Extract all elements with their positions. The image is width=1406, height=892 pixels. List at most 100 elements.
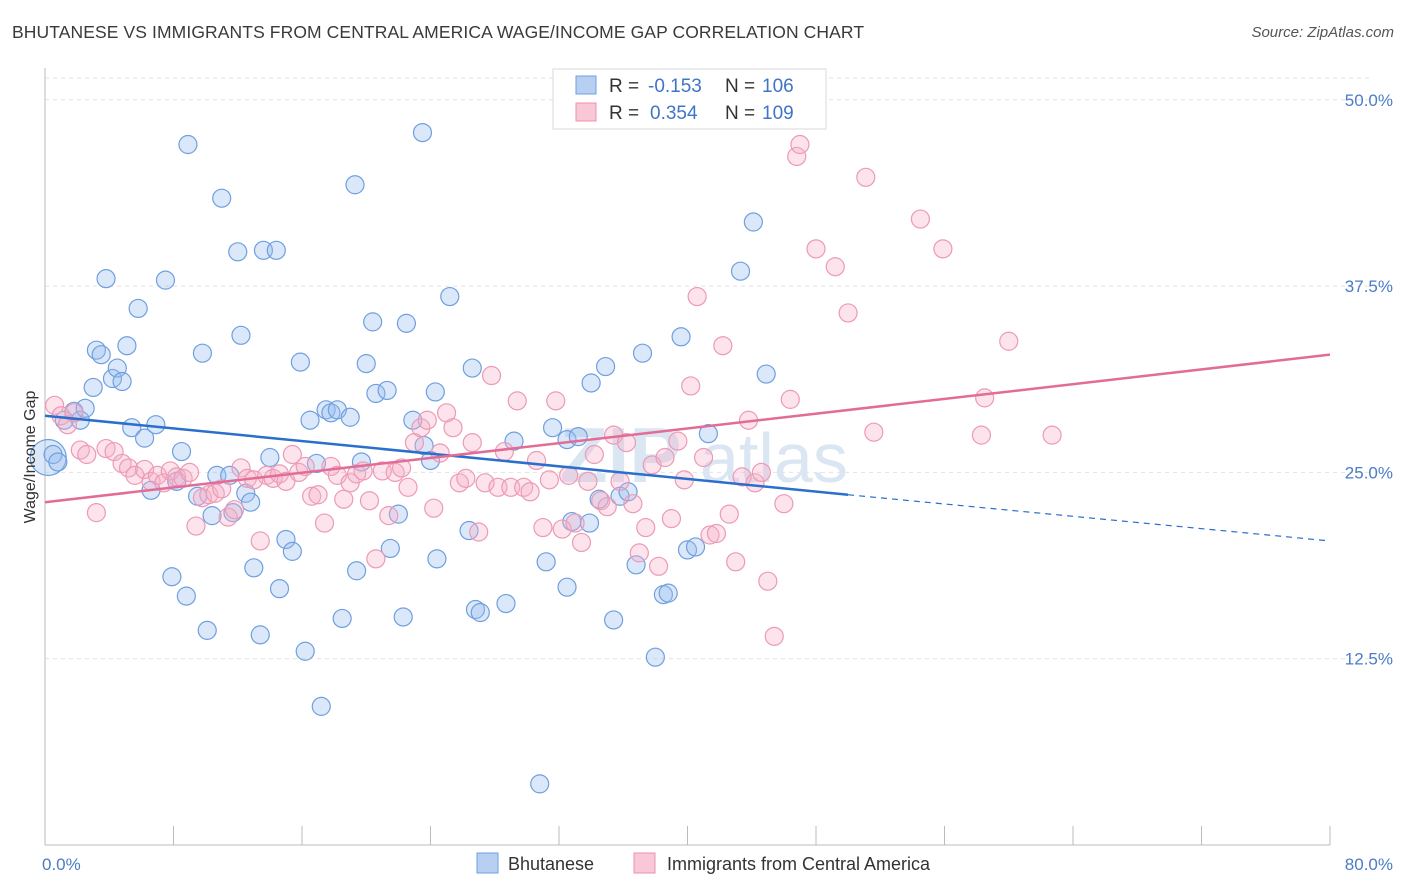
bhutanese-point-14 [117, 336, 137, 356]
central-america-point-101 [706, 523, 727, 544]
central-america-point-73 [526, 450, 547, 471]
bhutanese-point-74 [462, 358, 482, 378]
central-america-point-102 [713, 336, 733, 356]
bhutanese-point-9 [91, 345, 111, 365]
bhutanese-point-78 [504, 431, 524, 451]
y-tick-label-1: 25.0% [1345, 463, 1393, 482]
central-america-point-68 [494, 441, 514, 462]
bhutanese-point-86 [579, 513, 600, 533]
central-america-point-115 [806, 239, 826, 259]
central-america-point-103 [719, 504, 739, 524]
stats-legend-box [552, 68, 827, 130]
legend-swatch-central-america [633, 852, 656, 874]
chart-title: BHUTANESE VS IMMIGRANTS FROM CENTRAL AME… [12, 22, 865, 42]
bhutanese-point-83 [557, 430, 577, 450]
bhutanese-point-82 [557, 577, 577, 597]
central-america-point-109 [758, 571, 778, 591]
central-america-point-90 [636, 517, 656, 538]
central-america-point-82 [584, 444, 604, 465]
bhutanese-point-7 [83, 377, 103, 398]
central-america-point-43 [334, 489, 354, 509]
legend-swatch-bhutanese [476, 852, 499, 874]
bhutanese-point-104 [756, 364, 776, 384]
y-tick-label-0: 12.5% [1345, 650, 1393, 669]
central-america-point-60 [443, 418, 463, 438]
bhutanese-point-24 [176, 586, 196, 606]
bhutanese-point-38 [244, 558, 264, 578]
stats-swatch-central-america [575, 102, 597, 122]
x-tick-label-1: 80.0% [1345, 855, 1393, 874]
bhutanese-point-50 [311, 696, 331, 716]
central-america-point-75 [539, 470, 559, 490]
bhutanese-point-101 [698, 424, 718, 444]
central-america-point-79 [565, 513, 585, 533]
bhutanese-point-45 [282, 541, 302, 561]
grid-lines [45, 77, 1370, 660]
central-america-point-20 [186, 516, 206, 536]
stats-n-value-1: 109 [762, 103, 794, 124]
bhutanese-point-81 [542, 418, 563, 438]
bhutanese-point-25 [178, 134, 198, 155]
data-points [29, 122, 1062, 794]
central-america-point-50 [379, 506, 399, 526]
bhutanese-point-70 [420, 450, 441, 471]
bhutanese-point-41 [260, 447, 280, 468]
central-america-point-53 [398, 477, 418, 497]
central-america-point-95 [668, 431, 688, 451]
watermark-atlas: atlas [700, 419, 848, 497]
central-america-point-38 [302, 486, 322, 506]
bhutanese-point-67 [403, 410, 423, 430]
bhutanese-point-63 [380, 538, 400, 559]
central-america-point-87 [616, 432, 637, 453]
bhutanese-point-90 [604, 610, 624, 630]
x-tick-label-0: 0.0% [42, 855, 81, 874]
bhutanese-point-20 [155, 270, 176, 290]
bhutanese-point-94 [632, 343, 653, 363]
bhutanese-point-49 [306, 453, 327, 474]
central-america-point-108 [751, 462, 771, 483]
central-america-point-125 [975, 388, 995, 408]
bhutanese-point-19 [146, 415, 166, 435]
bhutanese-point-77 [496, 593, 516, 614]
bhutanese-point-62 [377, 380, 397, 401]
bhutanese-point-29 [202, 506, 222, 526]
central-america-point-2 [57, 415, 78, 435]
central-america-point-57 [424, 498, 444, 518]
central-america-point-116 [825, 257, 845, 277]
central-america-point-120 [910, 209, 931, 229]
central-america-point-98 [687, 286, 707, 307]
bhutanese-point-46 [290, 352, 310, 372]
stats-n-label-1: N = [725, 103, 755, 124]
bhutanese-point-57 [347, 561, 367, 581]
bhutanese-point-66 [396, 313, 417, 333]
central-america-point-30 [250, 531, 270, 551]
bhutanese-point-61 [366, 383, 386, 404]
central-america-point-107 [745, 473, 765, 493]
bhutanese-trend-extension [848, 494, 1331, 542]
bhutanese-point-92 [618, 482, 638, 502]
bhutanese-point-76 [470, 602, 490, 623]
central-america-point-66 [481, 365, 502, 386]
bhutanese-point-21 [162, 567, 182, 587]
bhutanese-point-23 [171, 441, 192, 462]
central-america-point-117 [838, 303, 858, 323]
central-america-point-104 [726, 552, 746, 572]
central-america-point-81 [578, 471, 598, 491]
bhutanese-point-47 [295, 641, 315, 661]
central-america-point-80 [571, 532, 592, 553]
bhutanese-point-95 [645, 647, 665, 667]
bhutanese-point-73 [459, 520, 479, 541]
bhutanese-point-27 [192, 343, 213, 363]
bhutanese-point-98 [671, 327, 691, 347]
bhutanese-point-31 [212, 188, 232, 208]
bhutanese-point-65 [393, 607, 413, 627]
central-america-point-89 [629, 543, 649, 563]
central-america-point-124 [1042, 425, 1062, 445]
central-america-point-121 [933, 239, 953, 259]
bhutanese-point-42 [266, 240, 286, 260]
bhutanese-point-28 [197, 620, 217, 640]
central-america-point-86 [610, 471, 630, 491]
bhutanese-point-103 [743, 212, 763, 232]
bhutanese-point-59 [356, 354, 376, 374]
